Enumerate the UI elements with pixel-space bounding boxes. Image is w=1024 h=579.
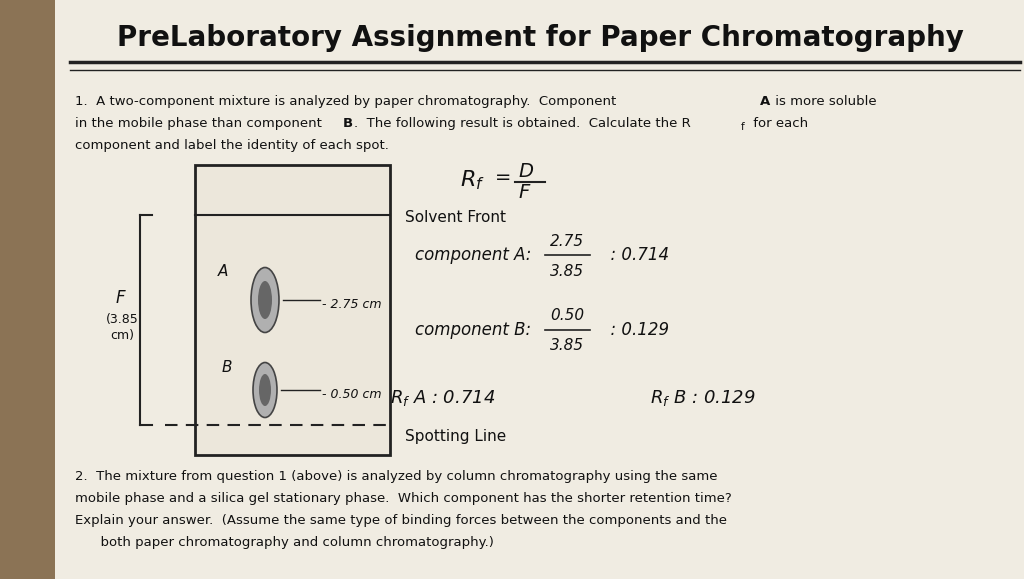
- Text: : 0.714: : 0.714: [600, 246, 669, 264]
- Text: A: A: [760, 95, 770, 108]
- Text: - 2.75 cm: - 2.75 cm: [322, 299, 382, 312]
- Text: 3.85: 3.85: [550, 339, 584, 354]
- Text: 2.  The mixture from question 1 (above) is analyzed by column chromatography usi: 2. The mixture from question 1 (above) i…: [75, 470, 718, 483]
- Text: cm): cm): [110, 329, 134, 343]
- Text: =: =: [495, 168, 511, 187]
- Text: 3.85: 3.85: [550, 263, 584, 278]
- Bar: [195, 165, 390, 455]
- Ellipse shape: [259, 374, 271, 406]
- Text: : 0.129: : 0.129: [600, 321, 669, 339]
- Text: for each: for each: [749, 117, 808, 130]
- Ellipse shape: [251, 267, 279, 332]
- Text: component and label the identity of each spot.: component and label the identity of each…: [75, 139, 389, 152]
- Text: mobile phase and a silica gel stationary phase.  Which component has the shorter: mobile phase and a silica gel stationary…: [75, 492, 732, 505]
- Text: (3.85: (3.85: [105, 313, 138, 327]
- Text: component A:: component A:: [415, 246, 537, 264]
- Text: $R_f$ B : 0.129: $R_f$ B : 0.129: [650, 388, 756, 408]
- Text: A: A: [218, 265, 228, 280]
- Ellipse shape: [253, 362, 278, 417]
- Text: F: F: [518, 183, 529, 202]
- Text: is more soluble: is more soluble: [771, 95, 877, 108]
- Text: f: f: [741, 122, 744, 132]
- Text: - 0.50 cm: - 0.50 cm: [322, 389, 382, 401]
- Text: B: B: [222, 361, 232, 376]
- Text: 1.  A two-component mixture is analyzed by paper chromatography.  Component: 1. A two-component mixture is analyzed b…: [75, 95, 621, 108]
- Text: 0.50: 0.50: [550, 309, 584, 324]
- Text: Spotting Line: Spotting Line: [406, 430, 506, 445]
- Text: component B:: component B:: [415, 321, 537, 339]
- Text: D: D: [518, 162, 534, 181]
- Text: in the mobile phase than component: in the mobile phase than component: [75, 117, 326, 130]
- Text: .  The following result is obtained.  Calculate the R: . The following result is obtained. Calc…: [354, 117, 691, 130]
- Text: Explain your answer.  (Assume the same type of binding forces between the compon: Explain your answer. (Assume the same ty…: [75, 514, 727, 527]
- Text: 2.75: 2.75: [550, 233, 584, 248]
- Text: B: B: [343, 117, 353, 130]
- Text: $R_f$: $R_f$: [460, 168, 485, 192]
- Text: Solvent Front: Solvent Front: [406, 211, 506, 225]
- Text: PreLaboratory Assignment for Paper Chromatography: PreLaboratory Assignment for Paper Chrom…: [117, 24, 964, 52]
- Text: F: F: [115, 289, 125, 307]
- Text: both paper chromatography and column chromatography.): both paper chromatography and column chr…: [75, 536, 494, 549]
- Text: $R_f$ A : 0.714: $R_f$ A : 0.714: [390, 388, 496, 408]
- Ellipse shape: [258, 281, 272, 319]
